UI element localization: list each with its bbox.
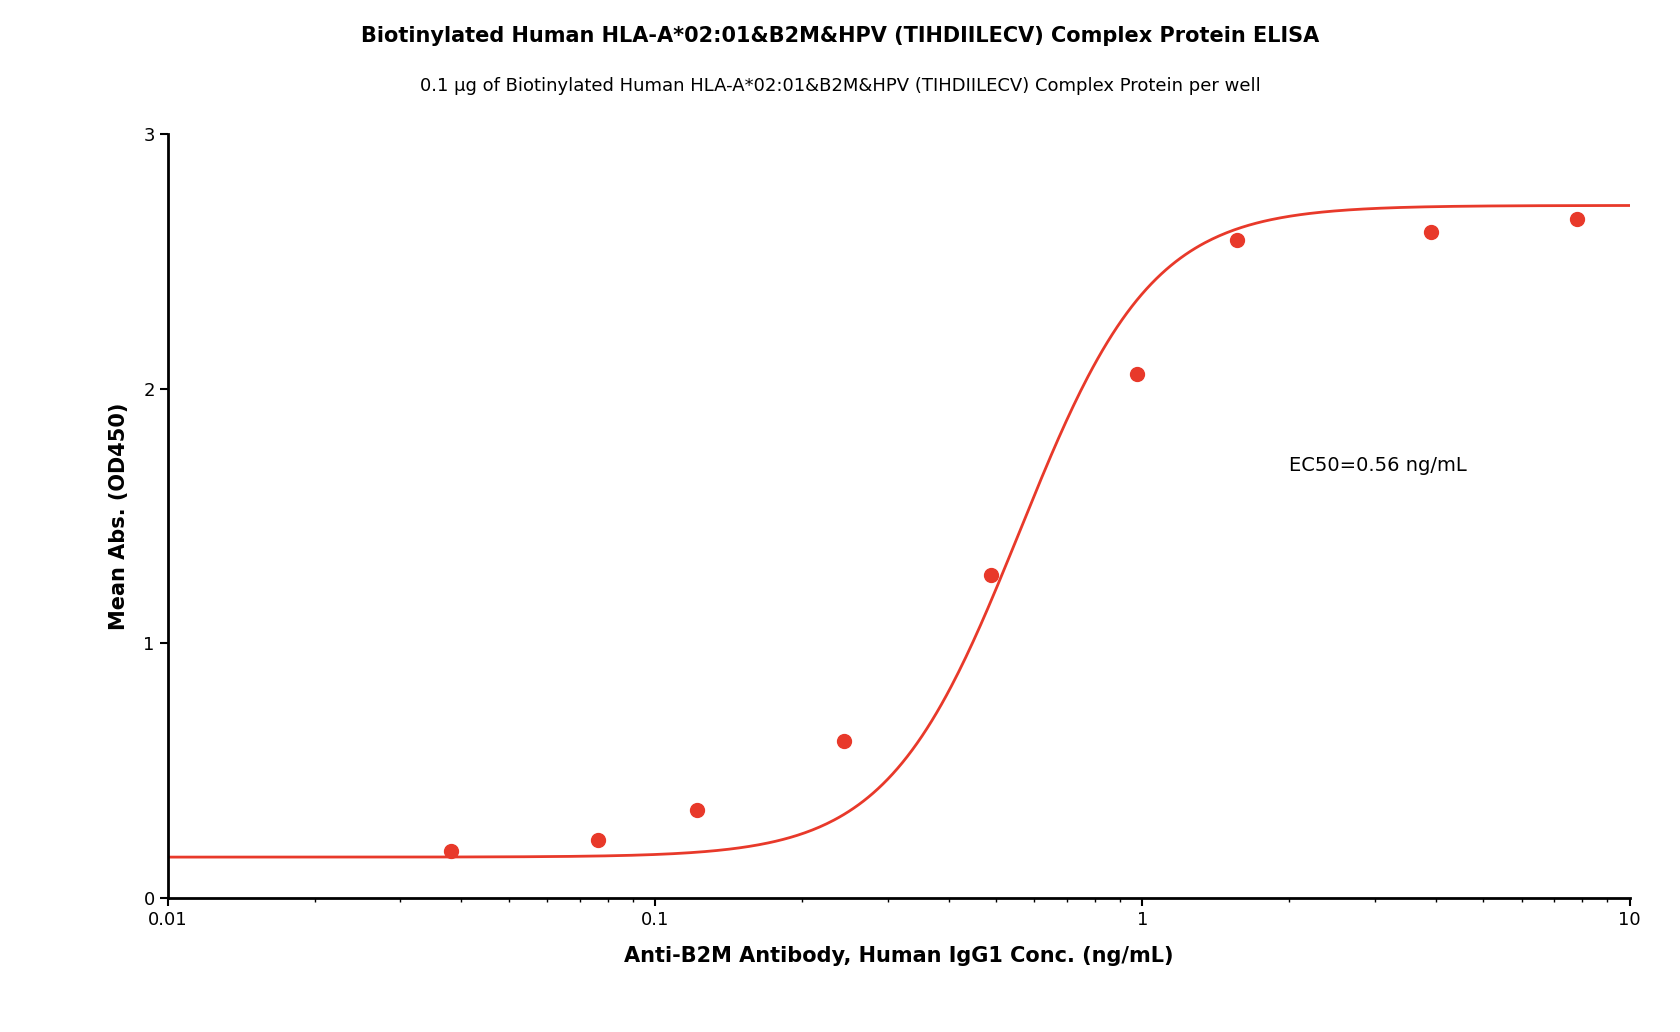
Point	[1223, 232, 1250, 249]
Point	[585, 832, 612, 848]
Y-axis label: Mean Abs. (OD450): Mean Abs. (OD450)	[109, 402, 129, 630]
Point	[978, 567, 1005, 583]
Point	[830, 733, 857, 749]
Text: 0.1 μg of Biotinylated Human HLA-A*02:01&B2M&HPV (TIHDIILECV) Complex Protein pe: 0.1 μg of Biotinylated Human HLA-A*02:01…	[420, 77, 1260, 95]
X-axis label: Anti-B2M Antibody, Human IgG1 Conc. (ng/mL): Anti-B2M Antibody, Human IgG1 Conc. (ng/…	[623, 945, 1174, 966]
Point	[684, 801, 711, 817]
Point	[437, 843, 464, 860]
Point	[1124, 366, 1151, 383]
Text: Biotinylated Human HLA-A*02:01&B2M&HPV (TIHDIILECV) Complex Protein ELISA: Biotinylated Human HLA-A*02:01&B2M&HPV (…	[361, 26, 1319, 45]
Point	[1418, 223, 1445, 239]
Text: EC50=0.56 ng/mL: EC50=0.56 ng/mL	[1289, 455, 1467, 475]
Point	[1564, 211, 1591, 227]
